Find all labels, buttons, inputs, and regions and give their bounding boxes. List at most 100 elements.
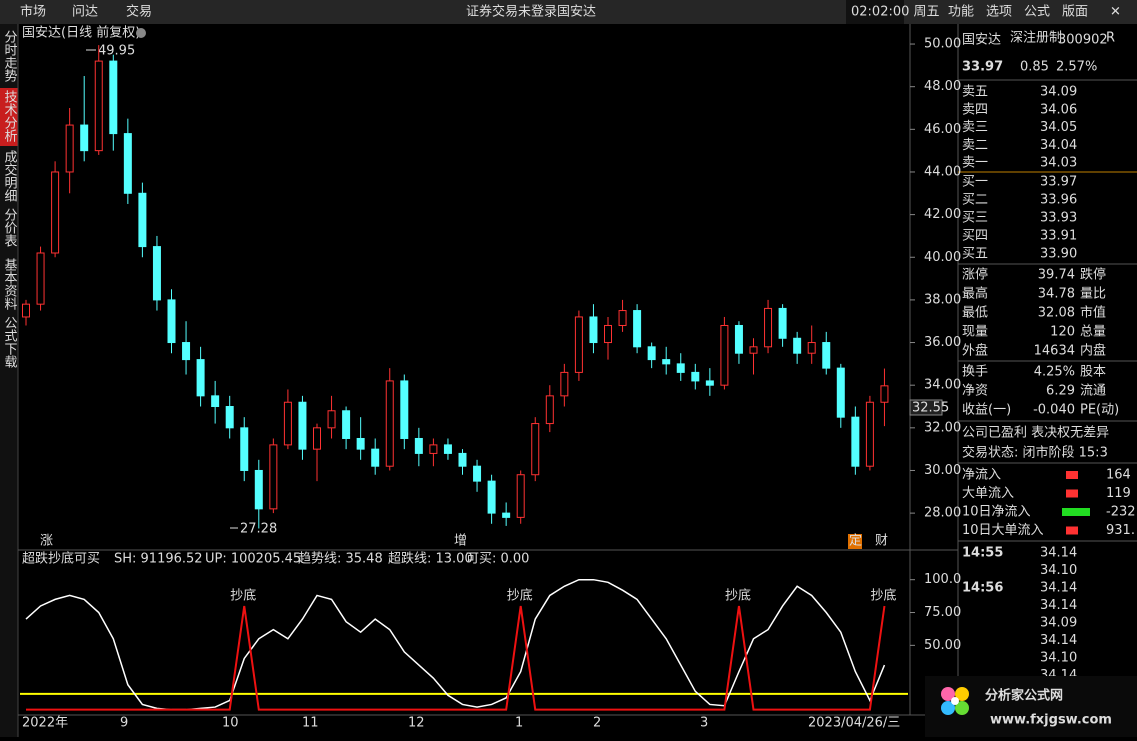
candle-body <box>734 324 743 354</box>
stat-label: 市值 <box>1080 305 1106 321</box>
flag: R <box>1106 31 1115 46</box>
book-price: 33.90 <box>1040 247 1077 262</box>
low-label: 27.28 <box>240 522 277 537</box>
y-tick-label: 32.00 <box>924 420 961 435</box>
candle-body <box>36 252 45 305</box>
note: 交易状态: 闭市阶段 15:3 <box>962 445 1108 461</box>
y-tick-label: 38.00 <box>924 292 961 307</box>
candle-body <box>749 346 758 354</box>
book-price: 34.03 <box>1040 156 1077 171</box>
menu-item[interactable]: 选项 <box>986 5 1012 20</box>
stat-label: 流通 <box>1080 384 1106 399</box>
book-price: 34.06 <box>1040 102 1077 117</box>
candle-body <box>167 299 176 344</box>
high-label: 49.95 <box>98 44 135 59</box>
candle-body <box>327 410 336 429</box>
x-tick-label: 3 <box>700 716 708 731</box>
candle-body <box>516 474 525 518</box>
menu-item[interactable]: 问达 <box>72 5 98 20</box>
trade-price: 34.14 <box>1040 633 1077 648</box>
stat-label: 换手 <box>962 365 988 380</box>
book-price: 34.05 <box>1040 120 1077 135</box>
menu-item[interactable]: 交易 <box>126 4 152 20</box>
candle-body <box>385 380 394 467</box>
note: 公司已盈利 表决权无差异 <box>962 425 1109 441</box>
clock-box <box>846 0 904 24</box>
x-tick-label: 12 <box>408 716 425 731</box>
candle-body <box>65 124 74 173</box>
trade-price: 34.14 <box>1040 598 1077 613</box>
status-text: 国安达 <box>557 5 596 20</box>
flow-value: 931. <box>1106 523 1135 538</box>
x-tick-label: 1 <box>515 716 523 731</box>
stat-label: 现量 <box>962 325 988 340</box>
candle-body <box>211 395 220 408</box>
settings-icon[interactable] <box>136 28 146 38</box>
signal-label: 抄底 <box>725 587 751 603</box>
logo-name: 分析家公式网 <box>985 688 1063 704</box>
legend-entry: SH: 91196.52 <box>114 552 203 567</box>
book-label: 卖四 <box>962 102 988 117</box>
stat-value: 32.08 <box>1038 306 1075 321</box>
candle-body <box>487 480 496 514</box>
trade-price: 34.09 <box>1040 616 1077 631</box>
stat-label: 跌停 <box>1080 267 1106 283</box>
candle-body <box>720 324 729 386</box>
side-tab[interactable]: 技术分析 <box>2 90 18 142</box>
book-label: 卖一 <box>962 156 988 171</box>
signal-label: 抄底 <box>230 587 256 603</box>
flow-value: -232 <box>1106 505 1136 520</box>
side-tab[interactable]: 基本资料 <box>2 258 18 310</box>
candle-body <box>618 310 627 326</box>
candle-body <box>589 316 598 344</box>
y-tick-label: 28.00 <box>924 506 961 521</box>
y-tick-label: 75.00 <box>924 605 961 620</box>
candle-body <box>807 342 816 354</box>
candle-body <box>560 371 569 397</box>
stat-value: -0.040 <box>1033 403 1075 418</box>
book-price: 33.97 <box>1040 175 1077 190</box>
candle-body <box>662 359 671 365</box>
event-badge <box>848 534 862 549</box>
candle-body <box>502 512 511 518</box>
candle-body <box>400 380 409 439</box>
candle-body <box>574 316 583 373</box>
side-tab[interactable]: 公式下载 <box>2 316 18 369</box>
menu-item[interactable]: 公式 <box>1024 5 1050 20</box>
petal <box>941 701 955 715</box>
event-mark: 定 <box>849 534 862 549</box>
stat-label: 最高 <box>962 286 988 302</box>
candle-body <box>138 192 147 248</box>
candle-body <box>356 437 365 450</box>
menu-item[interactable]: 功能 <box>948 5 974 20</box>
petal <box>955 701 969 715</box>
stat-value: 6.29 <box>1046 384 1075 399</box>
book-label: 卖五 <box>962 85 988 100</box>
indicator-title: 超跌抄底可买 <box>22 551 100 567</box>
menu-item[interactable]: 市场 <box>20 4 46 20</box>
side-tab[interactable]: 分时走势 <box>2 30 18 83</box>
side-tab[interactable]: 成交明细 <box>2 150 18 202</box>
book-price: 34.04 <box>1040 138 1077 153</box>
candle-body <box>531 423 540 476</box>
flow-bar <box>1062 508 1090 516</box>
candle-body <box>123 133 132 194</box>
candle-body <box>865 401 874 467</box>
book-label: 卖三 <box>962 120 988 135</box>
stock-code: 300902 <box>1058 33 1108 48</box>
side-tab[interactable]: 分价表 <box>2 208 18 247</box>
board: 深注册制 <box>1010 31 1062 46</box>
stat-label: 最低 <box>962 306 988 321</box>
trade-price: 34.10 <box>1040 563 1077 578</box>
candle-body <box>764 307 773 348</box>
stat-value: 120 <box>1050 325 1075 340</box>
x-tick-label: 2023/04/26/三 <box>808 716 900 731</box>
petal <box>941 687 955 701</box>
petal <box>951 697 959 705</box>
candle-body <box>109 60 118 135</box>
close-menu[interactable]: ✕ <box>1110 5 1121 20</box>
menu-item[interactable]: 版面 <box>1062 5 1088 20</box>
flow-value: 119 <box>1106 486 1131 501</box>
